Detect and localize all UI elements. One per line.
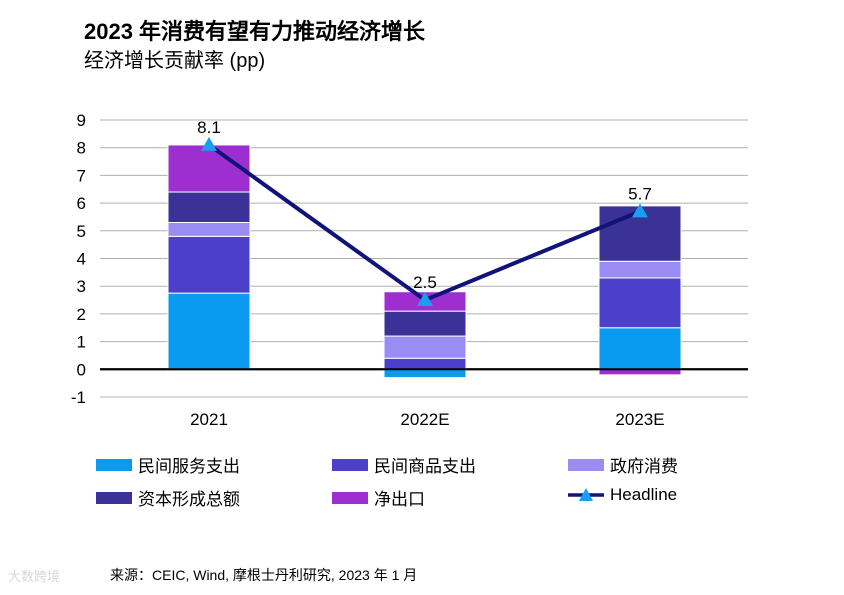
y-tick-label: 8 bbox=[77, 139, 86, 158]
x-tick-label: 2021 bbox=[190, 410, 228, 429]
legend-swatch-capital bbox=[96, 491, 132, 504]
legend-label-government: 政府消费 bbox=[610, 457, 678, 476]
y-tick-label: 7 bbox=[77, 166, 86, 185]
legend-swatch-goods bbox=[332, 458, 368, 471]
legend-item-net-exports: 净出口 bbox=[332, 485, 425, 510]
x-tick-label: 2022E bbox=[400, 410, 449, 429]
bar-segment bbox=[167, 221, 251, 237]
y-tick-label: 9 bbox=[77, 111, 86, 130]
chart-area: -1 0 1 2 3 4 5 6 7 8 9 2021 2022E 2023E 8.1 2.5 5.7 bbox=[71, 111, 748, 429]
bar-segment bbox=[167, 191, 251, 223]
bar-segment bbox=[598, 327, 682, 370]
data-label: 2.5 bbox=[413, 273, 437, 292]
bar-segment bbox=[383, 310, 467, 337]
bar-segment bbox=[598, 277, 682, 329]
legend-label-capital: 资本形成总额 bbox=[138, 490, 240, 509]
legend-label-headline: Headline bbox=[610, 485, 678, 504]
data-label: 5.7 bbox=[628, 184, 652, 203]
legend-label-goods: 民间商品支出 bbox=[374, 457, 476, 476]
legend-item-services: 民间服务支出 bbox=[96, 452, 240, 477]
y-tick-label: -1 bbox=[71, 388, 86, 407]
bar-segment bbox=[167, 235, 251, 294]
y-tick-label: 1 bbox=[77, 333, 86, 352]
bar-segment bbox=[167, 292, 251, 370]
bar-segment bbox=[383, 335, 467, 359]
y-tick-label: 5 bbox=[77, 222, 86, 241]
y-tick-label: 0 bbox=[77, 360, 86, 379]
legend-item-capital: 资本形成总额 bbox=[96, 485, 240, 510]
bar-segment bbox=[598, 260, 682, 279]
bar-segment bbox=[167, 144, 251, 193]
legend-item-headline: Headline bbox=[568, 485, 677, 505]
legend-item-goods: 民间商品支出 bbox=[332, 452, 476, 477]
bar-segment bbox=[598, 205, 682, 262]
legend-line-headline bbox=[568, 488, 604, 501]
source-note: 来源：CEIC, Wind, 摩根士丹利研究, 2023 年 1 月 bbox=[110, 567, 418, 583]
x-tick-label: 2023E bbox=[615, 410, 664, 429]
headline-marker bbox=[632, 203, 648, 218]
y-tick-label: 3 bbox=[77, 277, 86, 296]
watermark-logo: 大数跨境 bbox=[8, 569, 61, 584]
legend-item-government: 政府消费 bbox=[568, 452, 678, 477]
legend-label-services: 民间服务支出 bbox=[138, 457, 240, 476]
chart-title: 2023 年消费有望有力推动经济增长 bbox=[84, 19, 426, 44]
legend-swatch-net-exports bbox=[332, 491, 368, 504]
legend-swatch-government bbox=[568, 458, 604, 471]
y-tick-label: 4 bbox=[77, 250, 86, 269]
chart-subtitle: 经济增长贡献率 (pp) bbox=[84, 50, 266, 72]
y-tick-label: 6 bbox=[77, 194, 86, 213]
legend-label-net-exports: 净出口 bbox=[374, 490, 425, 509]
data-label: 8.1 bbox=[197, 118, 221, 137]
headline-marker bbox=[417, 292, 433, 307]
bar-segment bbox=[383, 368, 467, 379]
bar-segment bbox=[383, 357, 467, 370]
legend-swatch-services bbox=[96, 458, 132, 471]
headline-marker bbox=[201, 136, 217, 151]
y-tick-label: 2 bbox=[77, 305, 86, 324]
